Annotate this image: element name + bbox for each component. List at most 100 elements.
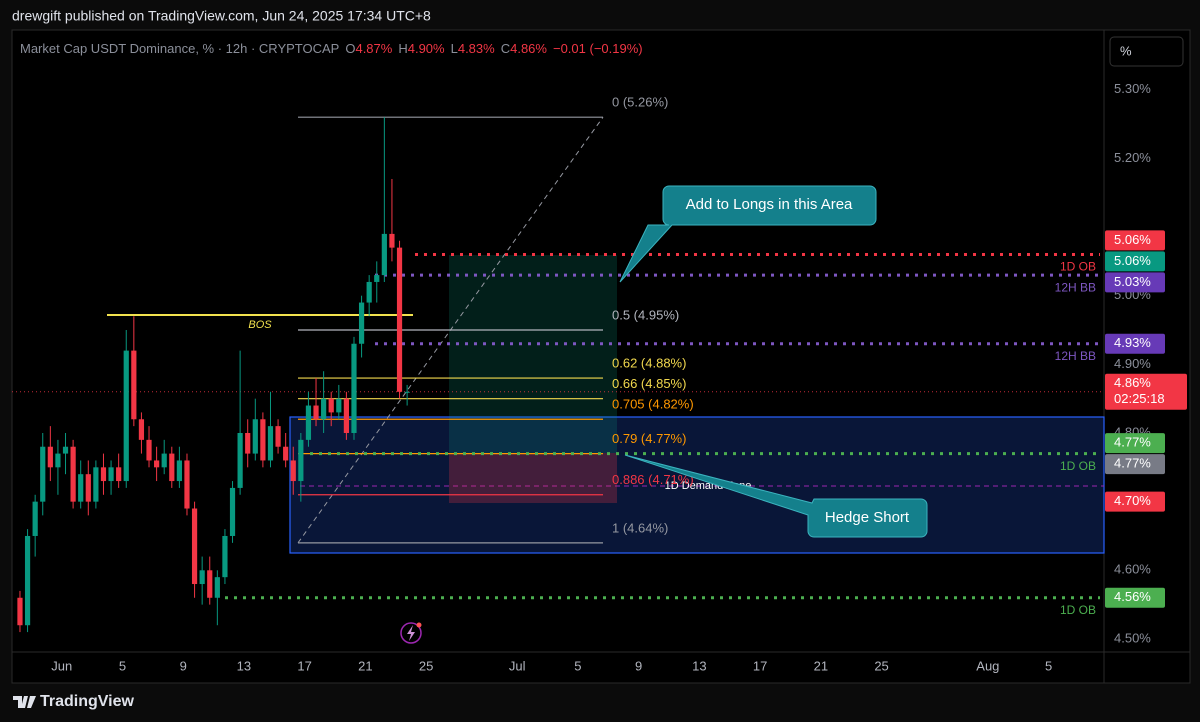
candle-body [131,350,137,420]
price-tag [1105,333,1165,354]
x-tick-label: 17 [753,658,767,673]
candle-body [404,391,410,393]
x-tick-label: 13 [237,658,251,673]
fib-level-label: 0.705 (4.82%) [612,397,694,412]
candle-body [229,487,236,536]
candle-body [138,419,145,440]
price-tag [1105,251,1165,272]
candle-body [78,474,84,502]
candle-body [199,570,205,585]
level-label: 1D OB [1060,459,1096,473]
position-target [449,255,617,453]
fib-level-label: 0.886 (4.71%) [612,472,694,487]
x-tick-label: 17 [297,658,311,673]
candle-body [176,460,182,482]
y-tick-label: 5.30% [1114,81,1151,96]
candle-body [328,398,334,413]
candle-body [389,233,395,248]
x-tick-label: Jun [51,658,72,673]
x-tick-label: 9 [180,658,187,673]
candle-body [100,467,107,482]
symbol-legend: Market Cap USDT Dominance, % · 12h · CRY… [20,41,643,56]
x-tick-label: 21 [358,658,372,673]
price-tag-label: 4.77% [1114,435,1151,450]
fib-level-label: 0.62 (4.88%) [612,356,686,371]
candle-body [358,302,365,344]
ohlc-value: 4.87% [355,41,392,56]
price-tag-label: 4.56% [1114,589,1151,604]
candle-body [305,405,312,440]
candle-body [93,467,99,502]
candle-body [24,535,31,626]
price-tag [1105,373,1187,410]
price-tag [1105,454,1165,475]
x-tick-label: 5 [1045,658,1052,673]
candle-body [260,419,266,461]
level-label: 1D OB [1060,260,1096,274]
candle-body [252,419,258,454]
level-label: 12H BB [1055,349,1096,363]
callout-longs [619,185,877,283]
x-tick-label: 13 [692,658,706,673]
ohlc-value: 4.83% [458,41,495,56]
ohlc-key: C [501,41,510,56]
candle-body [298,439,304,482]
candle-body [17,597,23,626]
ohlc-value: 4.90% [408,41,445,56]
price-tag-label: 5.06% [1114,232,1151,247]
price-tag-label: 4.93% [1114,335,1151,350]
footer-logo [13,696,36,708]
ohlc-key: O [345,41,355,56]
callout-longs-text: Add to Longs in this Area [686,196,853,213]
candle-body [70,446,76,502]
candle-body [55,453,61,468]
level-label: 12H BB [1055,280,1096,294]
demand-zone [289,416,1105,554]
callout-hedge [624,454,928,538]
fib-level-label: 0.5 (4.95%) [612,307,679,322]
candle-body [313,405,319,420]
ohlc-key: H [398,41,407,56]
event-bolt [407,625,415,641]
unit-button-label: % [1120,43,1132,58]
candle-body [396,247,403,392]
fib-level-label: 0.79 (4.77%) [612,431,686,446]
candle-body [47,446,53,468]
change: −0.01 (−0.19%) [553,41,643,56]
price-tag-label: 5.03% [1114,274,1151,289]
candle-body [275,426,281,447]
fib-level-label: 0 (5.26%) [612,95,668,110]
candle-body [336,398,342,413]
logo-mark [13,696,36,708]
candle-body [85,474,91,502]
ohlc-key: L [451,41,458,56]
candle-body [321,398,327,420]
event-icon [400,622,422,644]
x-tick-label: Jul [509,658,526,673]
ohlc-value: 4.86% [510,41,547,56]
price-tag-label: 4.77% [1114,456,1151,471]
candle-body [343,398,349,433]
candle-body [381,233,387,276]
candle-body [214,577,220,598]
y-tick-label: 4.50% [1114,630,1151,645]
candle-body [222,535,228,578]
price-tag-label: 4.70% [1114,493,1151,508]
price-tag [1105,272,1165,293]
candle-body [40,446,46,502]
candle-body [169,453,175,482]
candle-body [154,460,160,468]
candle-body [32,501,38,536]
price-tag [1105,587,1165,608]
x-tick-label: 9 [635,658,642,673]
x-tick-label: 25 [419,658,433,673]
candle-body [351,343,357,433]
price-tag-countdown: 02:25:18 [1114,391,1165,406]
x-tick-label: 21 [814,658,828,673]
candle-body [161,453,167,468]
candle-body [245,432,251,454]
y-tick-label: 5.20% [1114,150,1151,165]
price-tag [1105,230,1165,251]
